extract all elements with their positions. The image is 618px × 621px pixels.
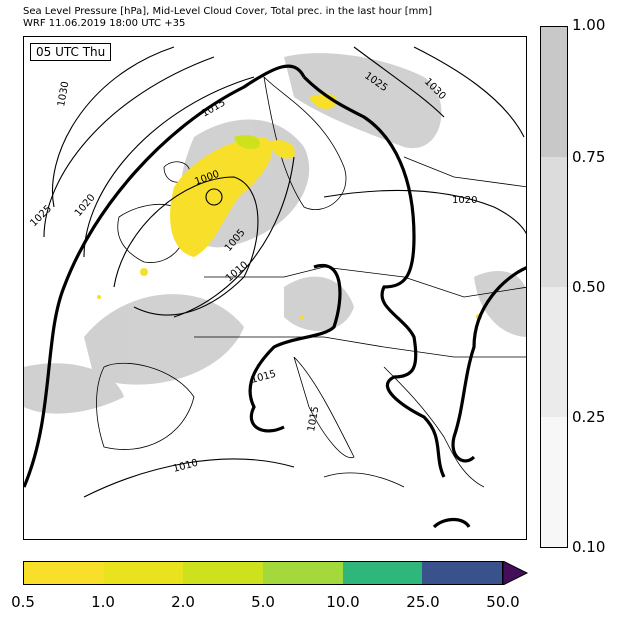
isobar-label: 1015: [200, 97, 228, 119]
precip-colorbar: [23, 561, 503, 585]
precip-tick: 5.0: [251, 593, 275, 611]
coastlines: [96, 75, 526, 488]
cloud-tick: 0.25: [572, 408, 606, 426]
precip-segment: [263, 562, 343, 584]
precip-segment: [422, 562, 503, 584]
isobar-label: 1020: [73, 192, 98, 219]
cloud-segment: [541, 287, 567, 417]
precip-tick: 10.0: [326, 593, 360, 611]
precip-tick: 0.5: [11, 593, 35, 611]
cloud-segment: [541, 27, 567, 157]
forecast-time-label: 05 UTC Thu: [30, 43, 112, 61]
title-line-2: WRF 11.06.2019 18:00 UTC +35: [23, 18, 186, 29]
precip-segment: [183, 562, 264, 584]
isobar-label: 1020: [452, 195, 477, 206]
precip-segment: [103, 562, 184, 584]
cloud-tick: 0.50: [572, 278, 606, 296]
isobar-label: 1015: [306, 406, 321, 433]
cloud-segment: [541, 157, 567, 287]
cloud-tick: 1.00: [572, 16, 606, 34]
map-canvas: 1030 1025 1020 1015 1000 1005 1010 1025 …: [24, 46, 526, 529]
precip-colorbar-arrow: [503, 561, 529, 585]
isobars: [43, 46, 526, 498]
precip-tick: 50.0: [486, 593, 520, 611]
isobar-label: 1010: [172, 458, 199, 475]
precip-tick: 1.0: [91, 593, 115, 611]
cloud-segment: [541, 417, 567, 547]
cloud-cover-colorbar: [540, 26, 568, 548]
precip-segment: [24, 562, 104, 584]
weather-map: 1030 1025 1020 1015 1000 1005 1010 1025 …: [23, 36, 527, 540]
chart-title: Sea Level Pressure [hPa], Mid-Level Clou…: [23, 6, 432, 30]
precip-segment: [342, 562, 423, 584]
cloud-tick: 0.75: [572, 148, 606, 166]
isobar-1015: [24, 64, 526, 529]
precip-tick: 25.0: [406, 593, 440, 611]
cloud-tick: 0.10: [572, 538, 606, 556]
cloud-cover-shading: [24, 53, 526, 414]
isobar-label: 1030: [56, 81, 71, 108]
isobar-label: 1025: [28, 203, 54, 229]
precip-tick: 2.0: [171, 593, 195, 611]
title-line-1: Sea Level Pressure [hPa], Mid-Level Clou…: [23, 6, 433, 17]
